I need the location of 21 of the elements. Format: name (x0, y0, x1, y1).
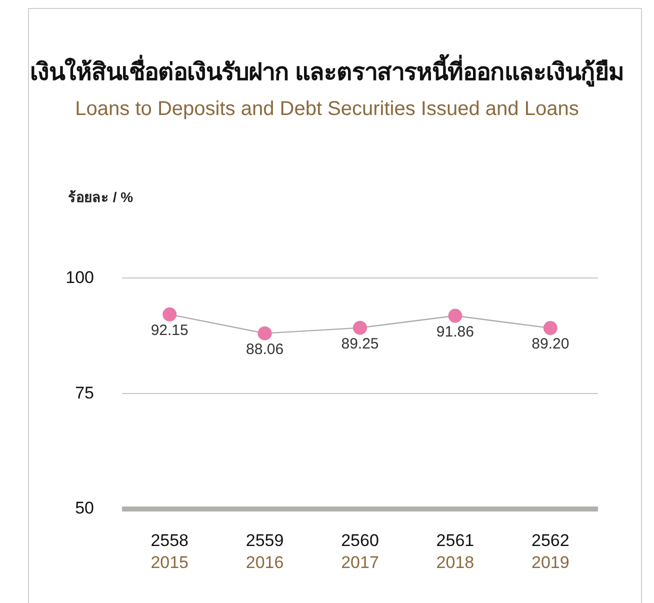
x-tick-label: 2559 2016 (246, 531, 284, 572)
x-tick-label: 2558 2015 (150, 531, 189, 572)
x-tick-label: 2561 2018 (436, 531, 474, 572)
chart-subtitle: Loans to Deposits and Debt Securities Issued and Loans (74, 98, 580, 121)
point (258, 326, 272, 340)
point (448, 308, 462, 323)
y-tick-label: 75 (75, 383, 94, 402)
x-tick-label: 2560 2017 (341, 531, 379, 572)
y-tick-label: 100 (66, 268, 94, 287)
point (353, 320, 367, 335)
y-tick-label: 50 (75, 498, 94, 518)
y-axis-title: ร้อยละ / % (68, 188, 134, 207)
chart-title: เงินให้สินเชื่อต่อเงินรับฝาก และตราสารหนี้ที่ออกและเงินกู้ยืม (28, 53, 626, 89)
point (162, 307, 177, 322)
data-label: 89.25 (341, 335, 379, 352)
data-label: 89.20 (532, 336, 570, 353)
data-label: 92.15 (150, 322, 188, 340)
point (543, 321, 558, 336)
data-label: 88.06 (246, 340, 284, 358)
data-label: 91.86 (436, 323, 474, 340)
x-tick-label: 2562 2019 (531, 531, 570, 572)
